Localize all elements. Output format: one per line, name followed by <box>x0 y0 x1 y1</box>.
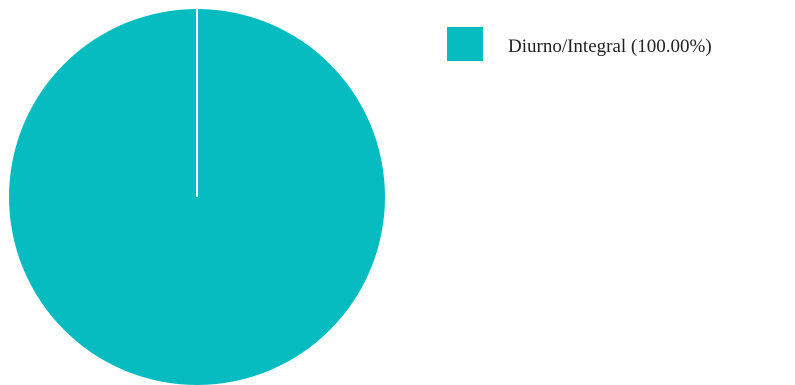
legend-label-diurno-integral: Diurno/Integral (100.00%) <box>508 36 712 57</box>
legend: Diurno/Integral (100.00%) <box>447 27 712 61</box>
pie-slices <box>9 9 385 385</box>
legend-swatch-diurno-integral <box>447 27 483 61</box>
